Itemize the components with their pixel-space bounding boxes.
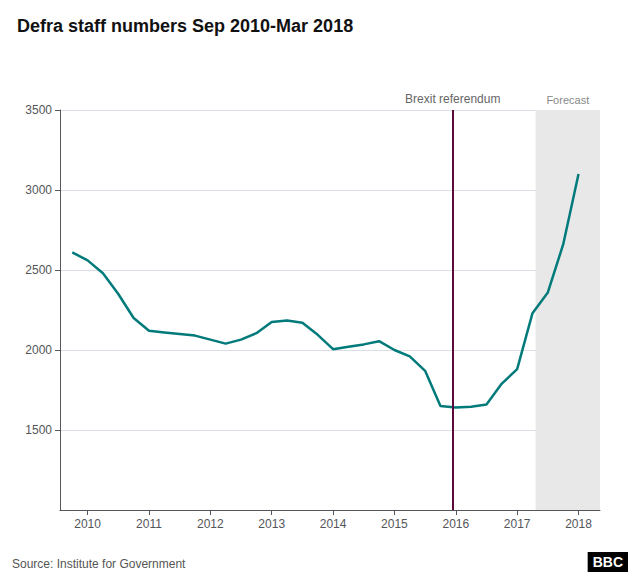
svg-text:2016: 2016 bbox=[442, 517, 469, 531]
svg-text:Forecast: Forecast bbox=[546, 94, 589, 106]
svg-text:2013: 2013 bbox=[258, 517, 285, 531]
svg-text:BBC: BBC bbox=[593, 554, 623, 570]
svg-text:2011: 2011 bbox=[136, 517, 162, 531]
svg-text:2017: 2017 bbox=[504, 517, 531, 531]
svg-text:Defra staff numbers Sep 2010-M: Defra staff numbers Sep 2010-Mar 2018 bbox=[17, 16, 353, 36]
svg-text:1500: 1500 bbox=[25, 423, 52, 437]
svg-text:3000: 3000 bbox=[25, 183, 52, 197]
svg-text:2018: 2018 bbox=[565, 517, 592, 531]
svg-text:2500: 2500 bbox=[25, 263, 52, 277]
svg-text:2010: 2010 bbox=[74, 517, 101, 531]
svg-text:Brexit referendum: Brexit referendum bbox=[405, 92, 500, 106]
svg-text:2014: 2014 bbox=[320, 517, 347, 531]
svg-text:2012: 2012 bbox=[197, 517, 224, 531]
svg-text:2015: 2015 bbox=[381, 517, 408, 531]
svg-text:3500: 3500 bbox=[25, 103, 52, 117]
svg-text:Source: Institute for Governme: Source: Institute for Government bbox=[12, 557, 186, 571]
svg-text:2000: 2000 bbox=[25, 343, 52, 357]
